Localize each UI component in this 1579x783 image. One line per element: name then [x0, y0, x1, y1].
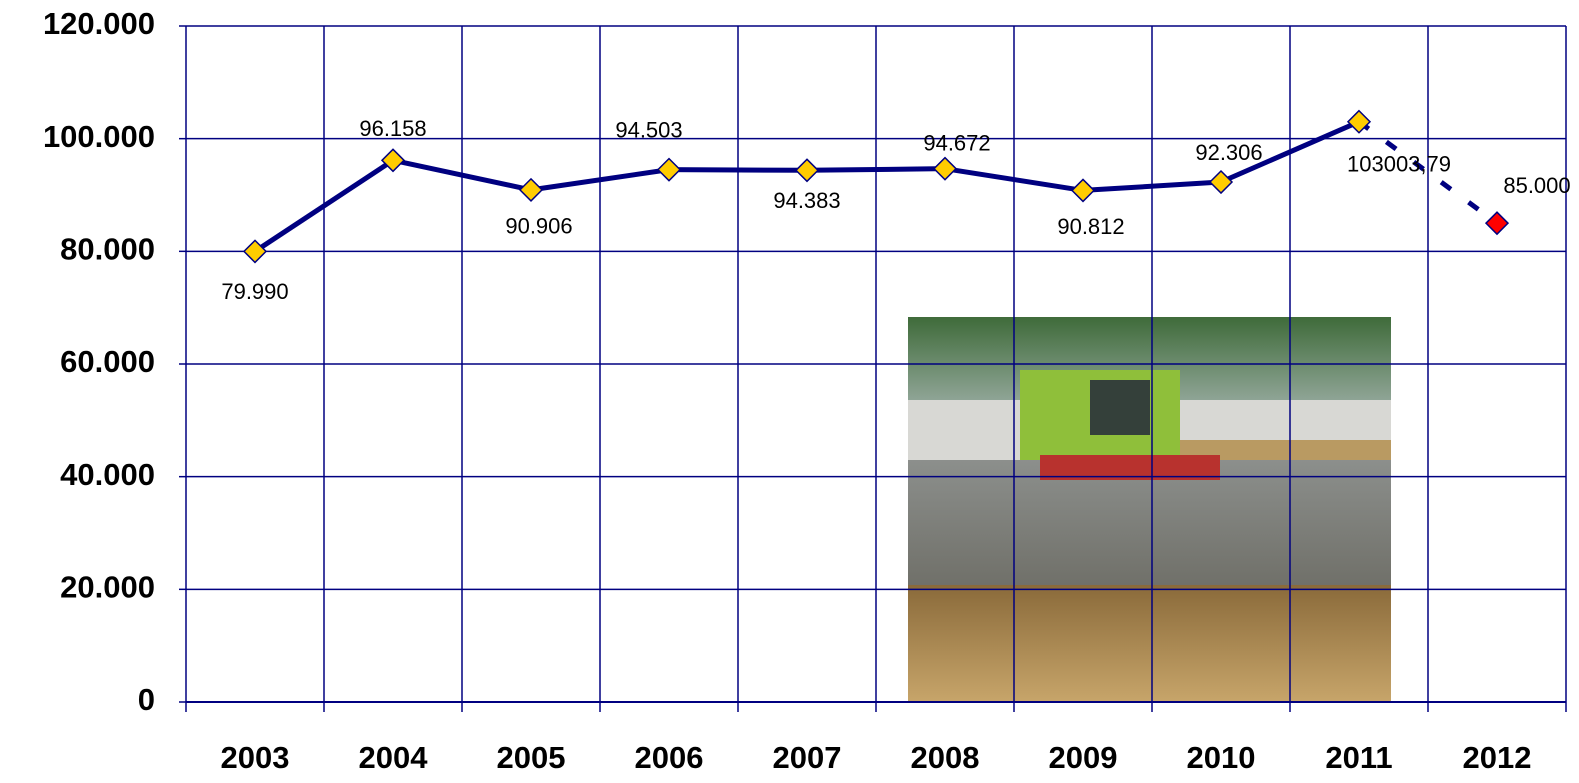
line-segment	[530, 167, 670, 193]
y-tick-label: 20.000	[60, 570, 155, 605]
data-label: 90.812	[1057, 214, 1124, 239]
data-label: 92.306	[1195, 140, 1262, 165]
y-tick-label: 100.000	[43, 119, 155, 154]
x-tick-label: 2008	[911, 740, 980, 775]
x-tick-label: 2006	[635, 740, 704, 775]
marker	[932, 156, 958, 181]
marker	[380, 148, 406, 173]
y-tick-label: 60.000	[60, 344, 155, 379]
data-label: 94.383	[773, 188, 840, 213]
data-label: 79.990	[221, 279, 288, 304]
x-tick-label: 2004	[359, 740, 429, 775]
x-tick-label: 2009	[1049, 740, 1118, 775]
marker	[1208, 169, 1234, 195]
marker	[242, 239, 268, 264]
line-segment	[253, 158, 395, 254]
photo	[908, 317, 1391, 702]
data-label: 94.672	[923, 130, 990, 155]
y-tick-label: 40.000	[60, 457, 155, 492]
marker	[1346, 109, 1372, 134]
data-label: 94.503	[615, 117, 682, 142]
line-segment	[1357, 119, 1499, 226]
line-segment	[392, 157, 532, 193]
marker	[1070, 178, 1096, 203]
data-label: 103003,79	[1347, 152, 1451, 177]
line-segment	[1219, 119, 1361, 185]
y-tick-label: 120.000	[43, 6, 155, 41]
line-segment	[806, 166, 946, 173]
x-tick-label: 2003	[221, 740, 290, 775]
data-label: 85.000	[1503, 173, 1570, 198]
data-label: 90.906	[505, 214, 572, 239]
x-tick-label: 2011	[1325, 740, 1392, 775]
marker	[1484, 211, 1510, 236]
y-tick-label: 80.000	[60, 232, 155, 267]
x-tick-label: 2012	[1463, 740, 1532, 775]
marker	[656, 157, 682, 182]
line-segment	[944, 166, 1084, 193]
data-label: 96.158	[359, 116, 426, 141]
y-tick-label: 0	[138, 682, 155, 717]
x-tick-label: 2005	[497, 740, 566, 775]
marker	[794, 158, 820, 183]
x-tick-label: 2007	[773, 740, 842, 775]
line-segment	[1082, 179, 1222, 193]
line-segment	[668, 167, 808, 173]
marker	[518, 177, 544, 202]
x-tick-label: 2010	[1187, 740, 1256, 775]
